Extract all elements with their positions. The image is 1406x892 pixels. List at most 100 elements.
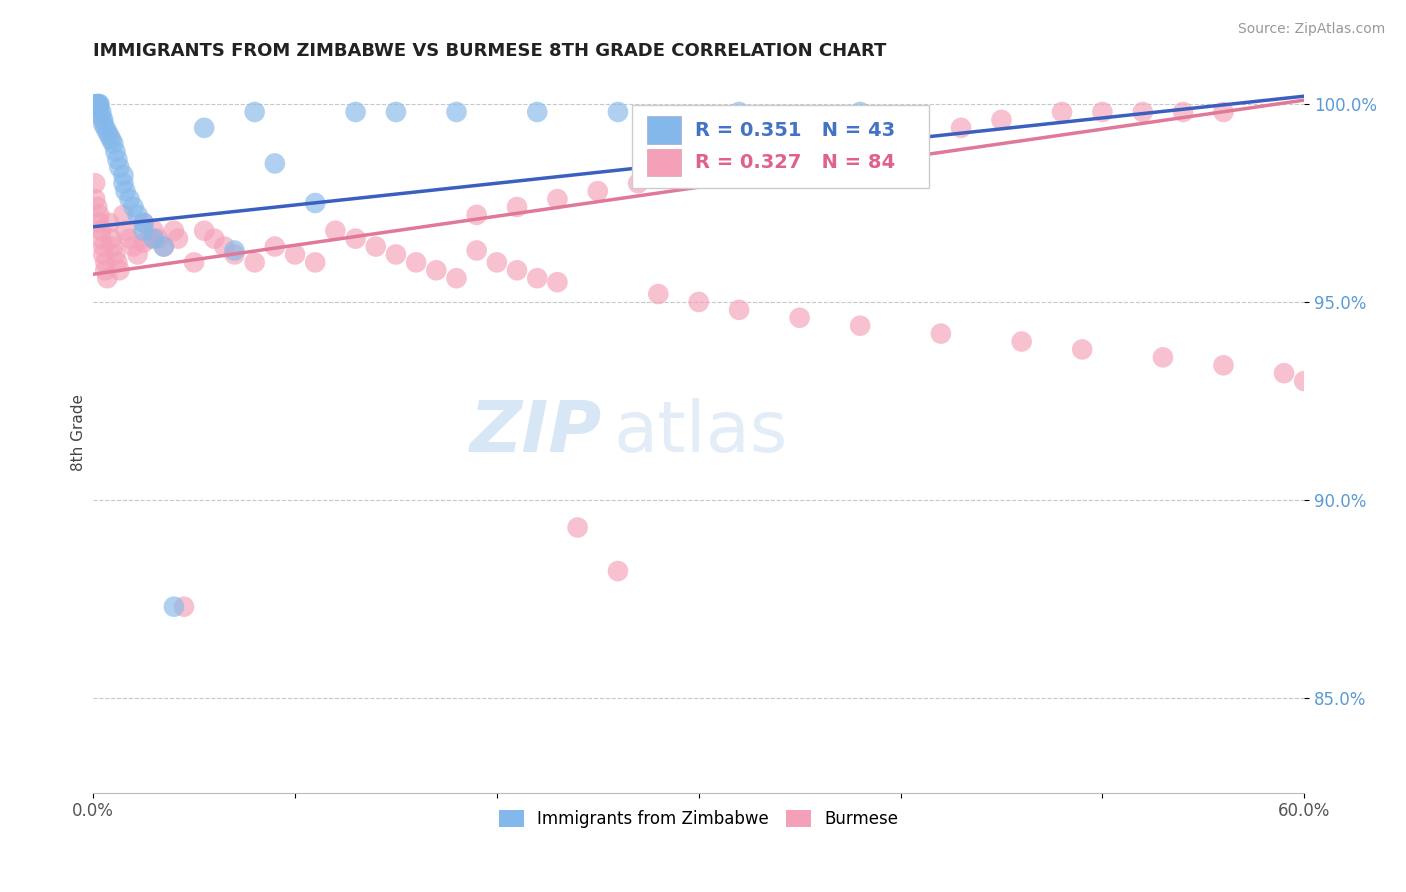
Point — [586, 184, 609, 198]
Point — [84, 101, 107, 115]
Point — [304, 196, 326, 211]
Point — [1071, 343, 1094, 357]
Point — [90, 224, 112, 238]
Point — [108, 161, 131, 175]
Point — [828, 145, 851, 159]
Point — [193, 224, 215, 238]
Point — [90, 109, 112, 123]
Point — [526, 105, 548, 120]
Point — [405, 255, 427, 269]
Point — [94, 263, 117, 277]
Point — [183, 255, 205, 269]
Point — [485, 255, 508, 269]
Point — [118, 232, 141, 246]
Point — [142, 224, 165, 238]
Text: atlas: atlas — [614, 398, 789, 467]
Point — [127, 208, 149, 222]
Point — [224, 244, 246, 258]
Point — [122, 200, 145, 214]
Point — [114, 184, 136, 198]
Point — [84, 176, 107, 190]
Point — [446, 271, 468, 285]
Point — [214, 239, 236, 253]
Point — [112, 176, 135, 190]
Point — [104, 145, 127, 159]
Point — [284, 247, 307, 261]
Point — [243, 105, 266, 120]
Point — [243, 255, 266, 269]
Text: Source: ZipAtlas.com: Source: ZipAtlas.com — [1237, 22, 1385, 37]
Point — [91, 117, 114, 131]
Point — [728, 302, 751, 317]
Point — [465, 244, 488, 258]
Point — [990, 112, 1012, 127]
Point — [707, 161, 730, 175]
Point — [132, 235, 155, 250]
Point — [142, 232, 165, 246]
Point — [89, 208, 111, 222]
Point — [98, 216, 121, 230]
Point — [146, 232, 169, 246]
Point — [96, 271, 118, 285]
Point — [90, 105, 112, 120]
FancyBboxPatch shape — [633, 105, 929, 187]
Point — [425, 263, 447, 277]
Point — [224, 247, 246, 261]
Point — [167, 232, 190, 246]
Point — [446, 105, 468, 120]
Point — [114, 224, 136, 238]
Point — [1050, 105, 1073, 120]
Point — [1011, 334, 1033, 349]
Point — [107, 255, 129, 269]
Point — [138, 232, 160, 246]
Point — [89, 97, 111, 112]
Point — [104, 247, 127, 261]
Point — [688, 295, 710, 310]
Point — [385, 105, 408, 120]
Bar — [647, 116, 681, 144]
Point — [118, 192, 141, 206]
Text: R = 0.351   N = 43: R = 0.351 N = 43 — [695, 120, 896, 139]
Point — [789, 310, 811, 325]
Point — [132, 216, 155, 230]
Point — [91, 239, 114, 253]
Point — [627, 176, 650, 190]
Point — [506, 200, 529, 214]
Point — [889, 136, 911, 151]
Point — [153, 239, 176, 253]
Point — [1212, 105, 1234, 120]
Point — [1212, 358, 1234, 372]
Point — [193, 120, 215, 135]
Point — [546, 275, 568, 289]
Point — [89, 101, 111, 115]
Point — [112, 169, 135, 183]
Point — [263, 156, 285, 170]
Point — [325, 224, 347, 238]
Point — [929, 326, 952, 341]
Point — [103, 136, 125, 151]
Point — [607, 564, 630, 578]
Point — [607, 105, 630, 120]
Point — [86, 200, 108, 214]
Point — [768, 153, 790, 167]
Point — [86, 97, 108, 112]
Legend: Immigrants from Zimbabwe, Burmese: Immigrants from Zimbabwe, Burmese — [492, 803, 905, 835]
Point — [1294, 374, 1316, 388]
Point — [173, 599, 195, 614]
Bar — [647, 149, 681, 176]
Point — [84, 97, 107, 112]
Point — [567, 520, 589, 534]
Text: IMMIGRANTS FROM ZIMBABWE VS BURMESE 8TH GRADE CORRELATION CHART: IMMIGRANTS FROM ZIMBABWE VS BURMESE 8TH … — [93, 42, 887, 60]
Point — [84, 192, 107, 206]
Point — [1171, 105, 1194, 120]
Point — [91, 112, 114, 127]
Point — [132, 216, 155, 230]
Point — [344, 232, 367, 246]
Point — [849, 105, 872, 120]
Text: ZIP: ZIP — [470, 398, 602, 467]
Point — [849, 318, 872, 333]
Point — [163, 224, 186, 238]
Point — [1152, 351, 1174, 365]
Point — [1091, 105, 1114, 120]
Point — [344, 105, 367, 120]
